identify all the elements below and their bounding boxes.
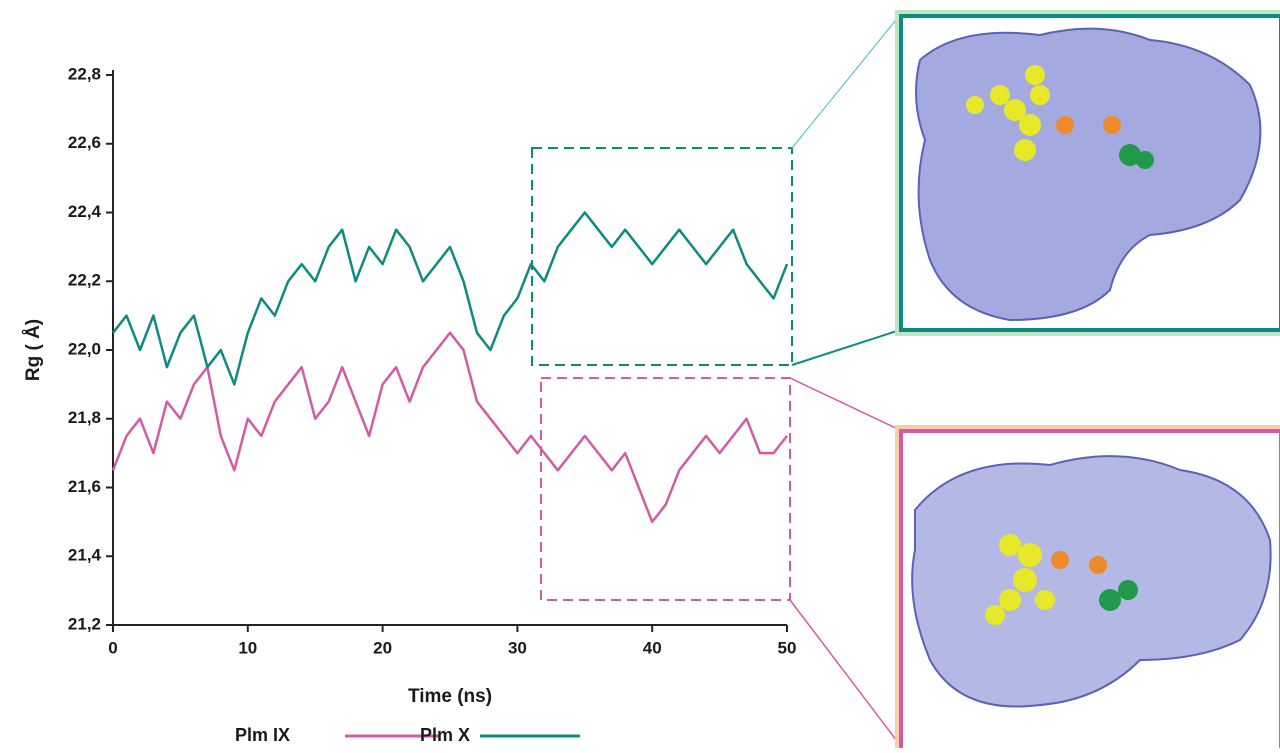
y-axis-title: Rg ( Å)	[23, 319, 44, 381]
y-tick-label: 21,8	[68, 408, 101, 427]
x-tick-label: 40	[643, 638, 662, 657]
x-tick-label: 30	[508, 638, 527, 657]
y-tick-label: 21,4	[68, 546, 102, 565]
y-tick-label: 22,8	[68, 64, 101, 83]
series-line	[113, 213, 787, 385]
series-line	[113, 333, 787, 522]
x-tick-label: 0	[108, 638, 117, 657]
y-tick-label: 22,6	[68, 133, 101, 152]
connector	[790, 378, 900, 430]
y-tick-label: 22,2	[68, 271, 101, 290]
highlight-box	[532, 148, 792, 365]
connector	[792, 15, 900, 148]
x-tick-label: 20	[373, 638, 392, 657]
chart: Time (ns) Rg ( Å) 21,2 21,4 21,6 21,8 22,0 22…	[0, 0, 1280, 748]
y-tick-label: 21,2	[68, 614, 101, 633]
x-tick-label: 50	[778, 638, 797, 657]
connector	[790, 600, 900, 745]
y-tick-label: 22,0	[68, 339, 101, 358]
highlight-box	[541, 378, 790, 600]
page: {"chart_data": {"type": "line", "x_label…	[0, 0, 1280, 748]
x-tick-label: 10	[238, 638, 257, 657]
x-axis-title: Time (ns)	[408, 686, 492, 707]
y-tick-label: 22,4	[68, 202, 102, 221]
y-tick-label: 21,6	[68, 477, 101, 496]
connector	[792, 330, 900, 365]
legend-label: Plm IX	[235, 725, 290, 745]
legend-label: Plm X	[420, 725, 470, 745]
